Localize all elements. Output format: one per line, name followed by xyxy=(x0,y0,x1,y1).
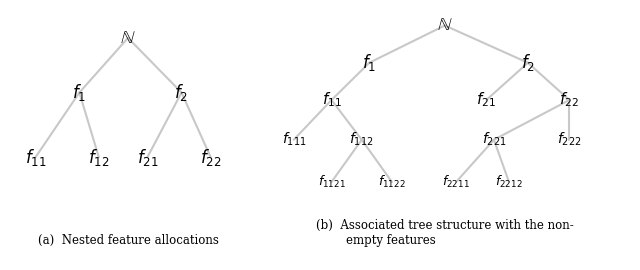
Text: $f_{111}$: $f_{111}$ xyxy=(282,131,306,148)
Text: $f_{21}$: $f_{21}$ xyxy=(137,147,158,168)
Text: $f_1$: $f_1$ xyxy=(362,52,376,73)
Text: $f_{22}$: $f_{22}$ xyxy=(559,91,579,109)
Text: $f_{2212}$: $f_{2212}$ xyxy=(495,174,523,190)
Text: $f_{1121}$: $f_{1121}$ xyxy=(317,174,346,190)
Text: $\mathbb{N}$: $\mathbb{N}$ xyxy=(437,16,452,35)
Text: $f_{2211}$: $f_{2211}$ xyxy=(442,174,470,190)
Text: (b)  Associated tree structure with the non-
        empty features: (b) Associated tree structure with the n… xyxy=(316,218,573,247)
Text: $f_{21}$: $f_{21}$ xyxy=(476,91,496,109)
Text: $f_{12}$: $f_{12}$ xyxy=(88,147,109,168)
Text: (a)  Nested feature allocations: (a) Nested feature allocations xyxy=(38,234,218,247)
Text: $f_2$: $f_2$ xyxy=(175,82,189,103)
Text: $f_2$: $f_2$ xyxy=(521,52,535,73)
Text: $f_{1122}$: $f_{1122}$ xyxy=(378,174,406,190)
Text: $f_{112}$: $f_{112}$ xyxy=(349,131,374,148)
Text: $f_{22}$: $f_{22}$ xyxy=(200,147,221,168)
Text: $\mathbb{N}$: $\mathbb{N}$ xyxy=(120,29,136,47)
Text: $f_{222}$: $f_{222}$ xyxy=(557,131,582,148)
Text: $f_{221}$: $f_{221}$ xyxy=(482,131,506,148)
Text: $f_{11}$: $f_{11}$ xyxy=(25,147,46,168)
Text: $f_1$: $f_1$ xyxy=(72,82,86,103)
Text: $f_{11}$: $f_{11}$ xyxy=(321,91,342,109)
